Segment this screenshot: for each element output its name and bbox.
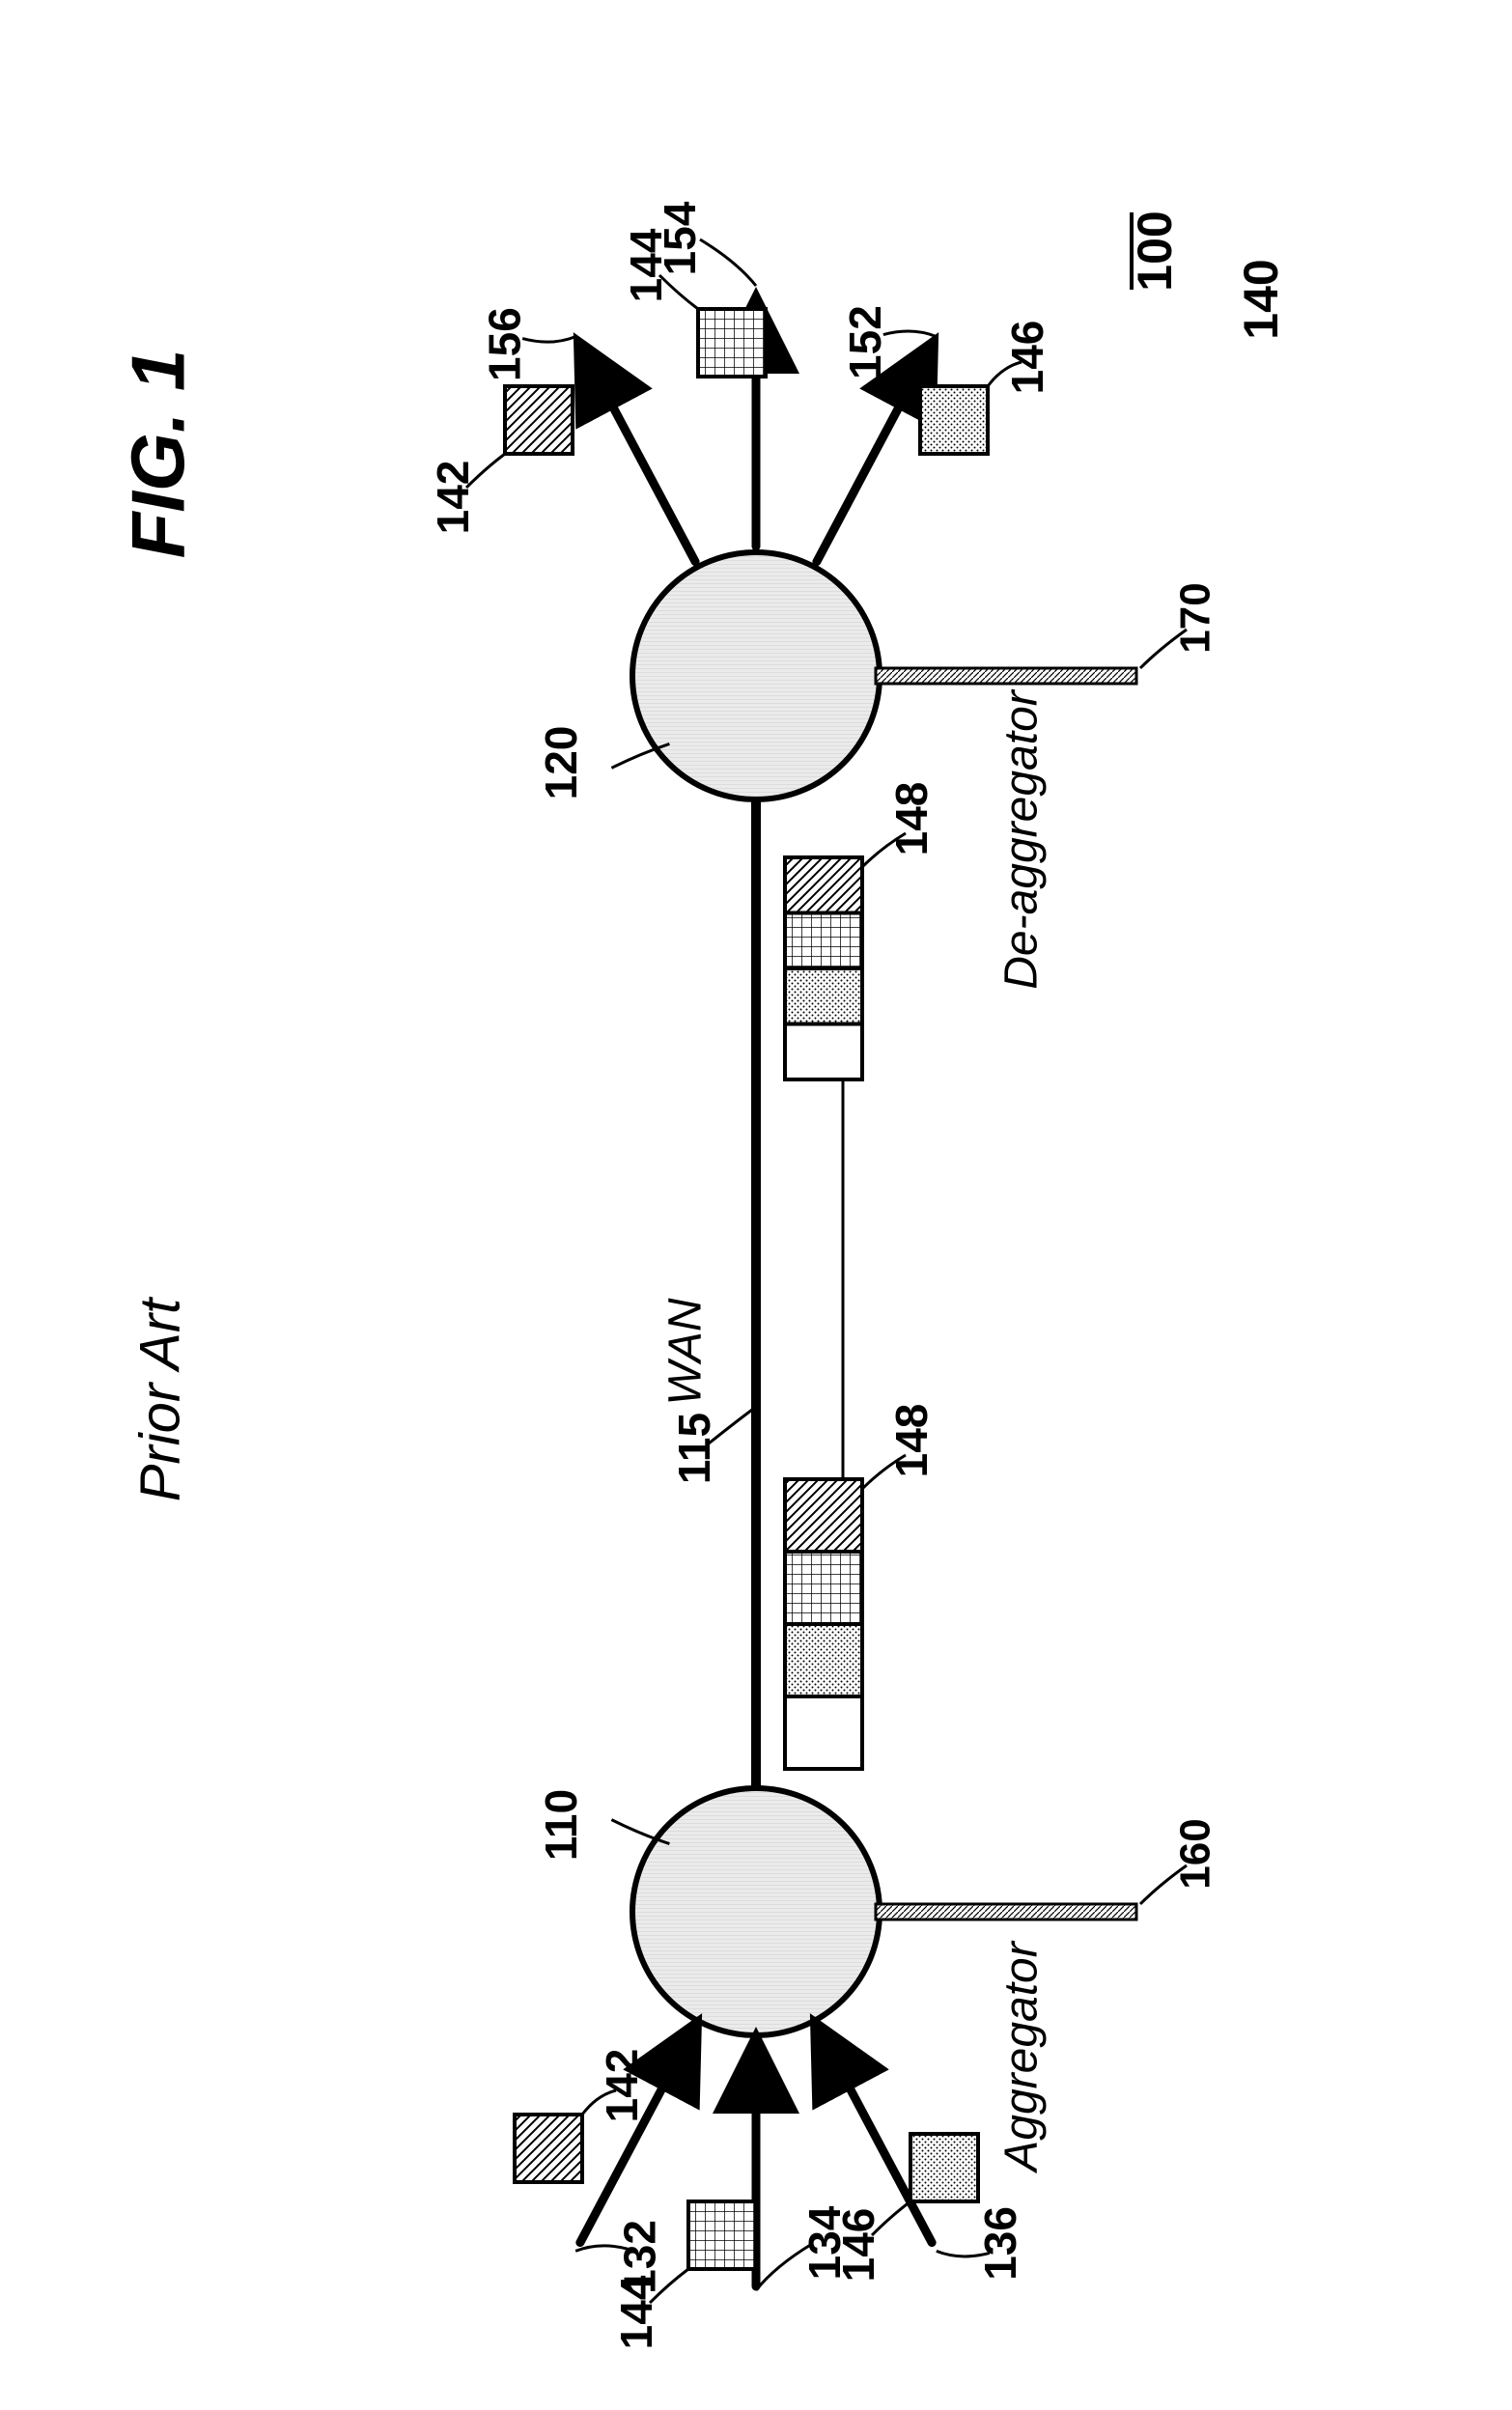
label-170: 170 [1172, 582, 1219, 653]
label-136: 136 [975, 2206, 1025, 2281]
figure-svg: 160170AggregatorDe-aggregator13213413614… [0, 0, 1512, 2410]
box-144-left [688, 2201, 756, 2269]
label-142-right: 142 [428, 461, 478, 535]
label-144-left: 144 [611, 2275, 661, 2349]
label-146-left: 146 [833, 2208, 883, 2283]
deaggregator-label: De-aggregator [996, 688, 1048, 990]
aggregate-packet [785, 857, 862, 1079]
box-146-left [910, 2134, 978, 2201]
figure-title: FIG. 1 [116, 350, 201, 559]
aggregator-label: Aggregator [996, 1940, 1048, 2174]
label-152: 152 [840, 305, 890, 379]
box-142-left [515, 2115, 582, 2182]
label-148-upper: 148 [886, 782, 937, 856]
wan-label: WAN [660, 1298, 712, 1405]
label-156: 156 [479, 307, 529, 381]
deaggregator-node [632, 552, 880, 799]
label-100: 100 [1128, 210, 1182, 291]
label-144-right: 144 [621, 228, 671, 302]
figure-stage: 160170AggregatorDe-aggregator13213413614… [0, 0, 1512, 2410]
label-120: 120 [536, 726, 586, 800]
arrow-152 [580, 345, 695, 561]
label-146-right: 146 [1002, 321, 1052, 395]
label-140: 140 [1234, 259, 1288, 339]
box-142-right [505, 386, 573, 454]
label-148-lower: 148 [886, 1404, 937, 1478]
aggregate-packet [785, 1479, 862, 1769]
aggregator-wire [876, 1904, 1136, 1920]
prior-art-label: Prior Art [128, 1296, 191, 1501]
aggregator-node [632, 1788, 880, 2035]
diagram-layer: 160170AggregatorDe-aggregator13213413614… [116, 201, 1289, 2349]
label-142-left: 142 [597, 2049, 647, 2123]
deaggregator-wire [876, 668, 1136, 684]
box-146-right [920, 386, 988, 454]
label-115: 115 [669, 1413, 719, 1484]
box-144-right [698, 309, 766, 377]
label-110: 110 [536, 1789, 586, 1861]
label-160: 160 [1172, 1818, 1219, 1889]
